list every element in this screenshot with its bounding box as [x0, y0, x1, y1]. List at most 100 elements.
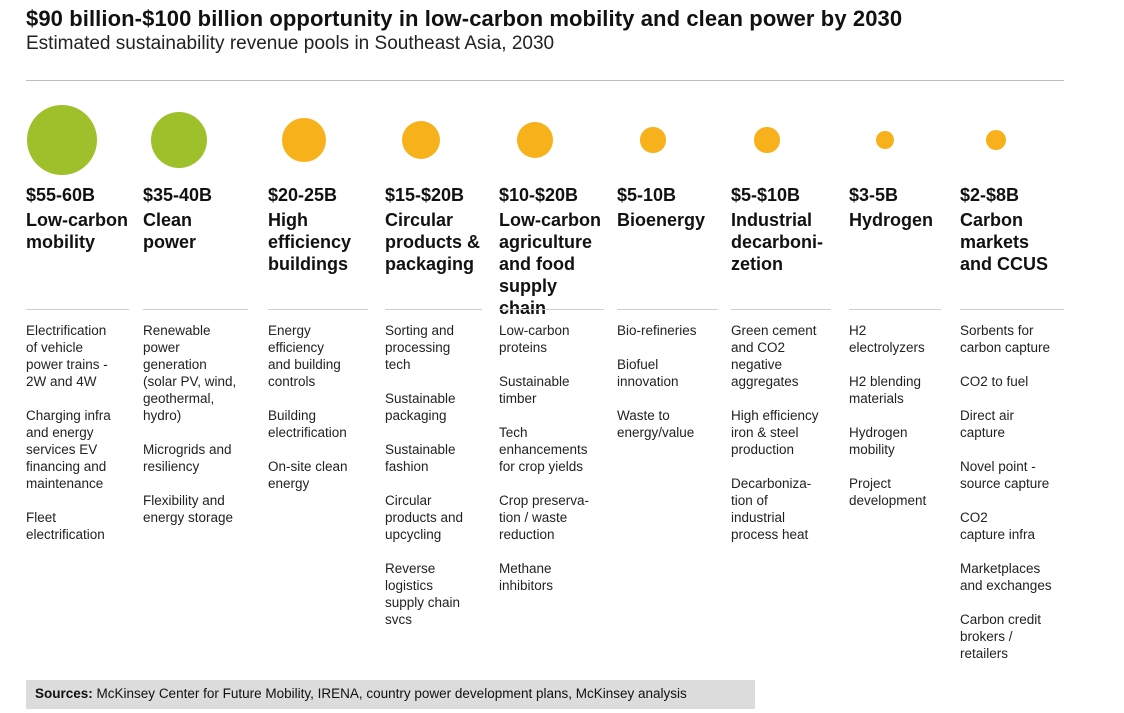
- category-name: High efficiency buildings: [268, 210, 352, 274]
- column-divider: [268, 309, 368, 310]
- subsegment-list: Low-carbon proteins Sustainable timber Tec…: [499, 322, 589, 611]
- revenue-bubble: [875, 130, 895, 150]
- subsegment-item: H2 electrolyzers: [849, 323, 925, 355]
- revenue-bubble: [27, 105, 97, 175]
- chart-subtitle: Estimated sustainability revenue pools i…: [26, 33, 555, 54]
- subsegment-item: Circular products and upcycling: [385, 493, 464, 542]
- subsegment-item: Direct air capture: [960, 408, 1015, 440]
- subsegment-item: Hydrogen mobility: [849, 425, 908, 457]
- subsegment-item: Green cement and CO2 negative aggregates: [731, 323, 817, 389]
- sources-label: Sources:: [35, 686, 93, 701]
- revenue-bubble: [150, 111, 208, 169]
- column-divider: [960, 309, 1064, 310]
- subsegment-item: Decarboniza- tion of industrial process …: [731, 476, 812, 542]
- category-column: $5-$10B Industrial decarboni- zetion Green…: [731, 100, 831, 542]
- value-label: $5-$10B: [731, 185, 801, 205]
- bubble-area: [731, 100, 831, 178]
- subsegment-item: H2 blending materials: [849, 374, 922, 406]
- bubble-area: [849, 100, 941, 178]
- revenue-bubble: [640, 127, 666, 153]
- value-label: $15-$20B: [385, 185, 465, 205]
- subsegment-list: Sorbents for carbon capture CO2 to fuel Di…: [960, 322, 1052, 679]
- subsegment-item: Building electrification: [268, 408, 347, 440]
- subsegment-list: Bio-refineries Biofuel innovation Waste to…: [617, 322, 697, 458]
- category-column: $10-$20B Low-carbon agriculture and food …: [499, 100, 604, 593]
- subsegment-item: Novel point - source capture: [960, 459, 1050, 491]
- subsegment-item: Electrification of vehicle power trains …: [26, 323, 108, 389]
- subsegment-item: CO2 to fuel: [960, 374, 1029, 389]
- subsegment-item: Energy efficiency and building controls: [268, 323, 341, 389]
- value-label: $10-$20B: [499, 185, 579, 205]
- subsegment-item: CO2 capture infra: [960, 510, 1036, 542]
- subsegment-list: Sorting and processing tech Sustainable p…: [385, 322, 463, 645]
- revenue-bubble: [985, 129, 1007, 151]
- value-label: $2-$8B: [960, 185, 1020, 205]
- category-name: Circular products & packaging: [385, 210, 481, 274]
- subsegment-item: High efficiency iron & steel production: [731, 408, 819, 457]
- subsegment-item: Sorbents for carbon capture: [960, 323, 1051, 355]
- value-label: $35-40B: [143, 185, 213, 205]
- subsegment-item: Carbon credit brokers / retailers: [960, 612, 1042, 661]
- value-label: $5-10B: [617, 185, 677, 205]
- subsegment-item: Sustainable packaging: [385, 391, 456, 423]
- subsegment-list: H2 electrolyzers H2 blending materials Hyd…: [849, 322, 926, 526]
- bubble-area: [499, 100, 604, 178]
- subsegment-item: Bio-refineries: [617, 323, 697, 338]
- subsegment-list: Energy efficiency and building controls B…: [268, 322, 348, 509]
- column-divider: [143, 309, 248, 310]
- column-divider: [617, 309, 718, 310]
- subsegment-list: Renewable power generation (solar PV, wi…: [143, 322, 236, 543]
- bubble-area: [385, 100, 482, 178]
- subsegment-item: Microgrids and resiliency: [143, 442, 232, 474]
- subsegment-item: Crop preserva- tion / waste reduction: [499, 493, 590, 542]
- value-label: $20-25B: [268, 185, 338, 205]
- category-name: Bioenergy: [617, 210, 706, 230]
- revenue-bubble: [517, 122, 553, 158]
- column-divider: [385, 309, 482, 310]
- category-name: Low-carbon mobility: [26, 210, 128, 252]
- subsegment-item: Renewable power generation (solar PV, wi…: [143, 323, 237, 423]
- sources-note: Sources: McKinsey Center for Future Mobi…: [26, 680, 755, 709]
- subsegment-item: Sorting and processing tech: [385, 323, 455, 372]
- revenue-bubble: [282, 118, 326, 162]
- category-name: Carbon markets and CCUS: [960, 210, 1049, 274]
- header-divider: [26, 80, 1064, 81]
- sources-text: McKinsey Center for Future Mobility, IRE…: [96, 686, 687, 701]
- subsegment-list: Green cement and CO2 negative aggregates…: [731, 322, 819, 560]
- column-divider: [499, 309, 604, 310]
- subsegment-item: Tech enhancements for crop yields: [499, 425, 588, 474]
- subsegment-item: Low-carbon proteins: [499, 323, 570, 355]
- subsegment-item: Flexibility and energy storage: [143, 493, 234, 525]
- category-column: $35-40B Clean power Renewable power genera…: [143, 100, 248, 525]
- column-divider: [26, 309, 129, 310]
- subsegment-item: On-site clean energy: [268, 459, 348, 491]
- subsegment-item: Reverse logistics supply chain svcs: [385, 561, 461, 627]
- value-label: $55-60B: [26, 185, 96, 205]
- bubble-area: [143, 100, 248, 178]
- subsegment-item: Waste to energy/value: [617, 408, 695, 440]
- bubble-area: [268, 100, 368, 178]
- category-name: Industrial decarboni- zetion: [731, 210, 824, 274]
- chart-title: $90 billion-$100 billion opportunity in …: [26, 6, 903, 31]
- subsegment-item: Project development: [849, 476, 927, 508]
- revenue-bubble: [754, 127, 780, 153]
- subsegment-list: Electrification of vehicle power trains …: [26, 322, 111, 560]
- bubble-area: [26, 100, 129, 178]
- bubble-area: [960, 100, 1064, 178]
- category-name: Clean power: [143, 210, 197, 252]
- subsegment-item: Methane inhibitors: [499, 561, 554, 593]
- category-column: $3-5B Hydrogen H2 electrolyzers H2 blending…: [849, 100, 941, 508]
- column-divider: [731, 309, 831, 310]
- category-column: $2-$8B Carbon markets and CCUS Sorbents fo…: [960, 100, 1064, 661]
- category-name: Low-carbon agriculture and food supply c…: [499, 210, 601, 318]
- column-divider: [849, 309, 941, 310]
- revenue-bubble: [401, 120, 441, 160]
- category-column: $20-25B High efficiency buildings Energy e…: [268, 100, 368, 491]
- bubble-area: [617, 100, 718, 178]
- category-name: Hydrogen: [849, 210, 934, 230]
- subsegment-item: Charging infra and energy services EV fi…: [26, 408, 111, 491]
- subsegment-item: Marketplaces and exchanges: [960, 561, 1052, 593]
- subsegment-item: Fleet electrification: [26, 510, 105, 542]
- value-label: $3-5B: [849, 185, 899, 205]
- subsegment-item: Sustainable timber: [499, 374, 570, 406]
